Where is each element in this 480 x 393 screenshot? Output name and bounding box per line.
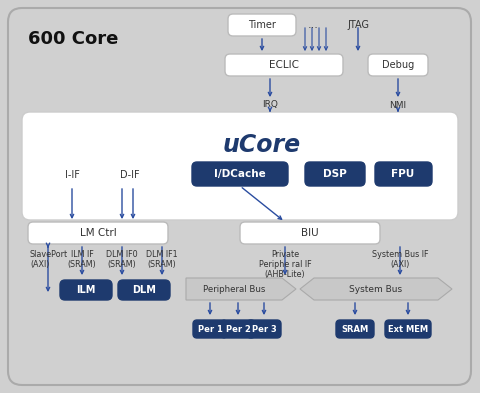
FancyBboxPatch shape	[228, 14, 296, 36]
FancyBboxPatch shape	[240, 222, 380, 244]
Text: LM Ctrl: LM Ctrl	[80, 228, 116, 238]
Text: (SRAM): (SRAM)	[108, 260, 136, 269]
Text: Peripheral Bus: Peripheral Bus	[203, 285, 265, 294]
Text: I-IF: I-IF	[65, 170, 79, 180]
Text: IRQ: IRQ	[262, 101, 278, 110]
FancyBboxPatch shape	[368, 54, 428, 76]
FancyBboxPatch shape	[22, 112, 458, 220]
Text: Private: Private	[271, 250, 299, 259]
Text: JTAG: JTAG	[347, 20, 369, 30]
FancyBboxPatch shape	[336, 320, 374, 338]
Text: FPU: FPU	[391, 169, 415, 179]
FancyBboxPatch shape	[221, 320, 255, 338]
FancyBboxPatch shape	[118, 280, 170, 300]
Text: ECLIC: ECLIC	[269, 60, 299, 70]
Text: Per 2: Per 2	[226, 325, 251, 334]
Text: (AHB-Lite): (AHB-Lite)	[264, 270, 305, 279]
Text: I/DCache: I/DCache	[214, 169, 266, 179]
FancyBboxPatch shape	[375, 162, 432, 186]
Text: Ext MEM: Ext MEM	[388, 325, 428, 334]
Text: DLM: DLM	[132, 285, 156, 295]
Text: DSP: DSP	[323, 169, 347, 179]
Text: (AXI): (AXI)	[30, 260, 49, 269]
Text: 600 Core: 600 Core	[28, 30, 119, 48]
Text: Periphe ral IF: Periphe ral IF	[259, 260, 312, 269]
Text: DLM IF1: DLM IF1	[146, 250, 178, 259]
Text: Per 1: Per 1	[198, 325, 222, 334]
Text: Timer: Timer	[248, 20, 276, 30]
FancyBboxPatch shape	[247, 320, 281, 338]
FancyBboxPatch shape	[60, 280, 112, 300]
Text: (SRAM): (SRAM)	[68, 260, 96, 269]
Text: (AXI): (AXI)	[390, 260, 410, 269]
FancyBboxPatch shape	[8, 8, 471, 385]
Text: (SRAM): (SRAM)	[148, 260, 176, 269]
FancyBboxPatch shape	[193, 320, 227, 338]
FancyBboxPatch shape	[305, 162, 365, 186]
Text: BIU: BIU	[301, 228, 319, 238]
Text: System Bus: System Bus	[349, 285, 403, 294]
Text: DLM IF0: DLM IF0	[106, 250, 138, 259]
Polygon shape	[300, 278, 452, 300]
Text: Per 3: Per 3	[252, 325, 276, 334]
FancyBboxPatch shape	[28, 222, 168, 244]
Text: SRAM: SRAM	[341, 325, 369, 334]
Text: Debug: Debug	[382, 60, 414, 70]
Text: SlavePort: SlavePort	[30, 250, 68, 259]
Text: System Bus IF: System Bus IF	[372, 250, 428, 259]
Polygon shape	[186, 278, 296, 300]
Text: ...: ...	[308, 20, 318, 30]
Text: ILM IF: ILM IF	[71, 250, 94, 259]
FancyBboxPatch shape	[225, 54, 343, 76]
Text: NMI: NMI	[389, 101, 407, 110]
Text: D-IF: D-IF	[120, 170, 140, 180]
FancyBboxPatch shape	[385, 320, 431, 338]
FancyBboxPatch shape	[192, 162, 288, 186]
Text: uCore: uCore	[223, 133, 301, 157]
Text: ILM: ILM	[76, 285, 96, 295]
